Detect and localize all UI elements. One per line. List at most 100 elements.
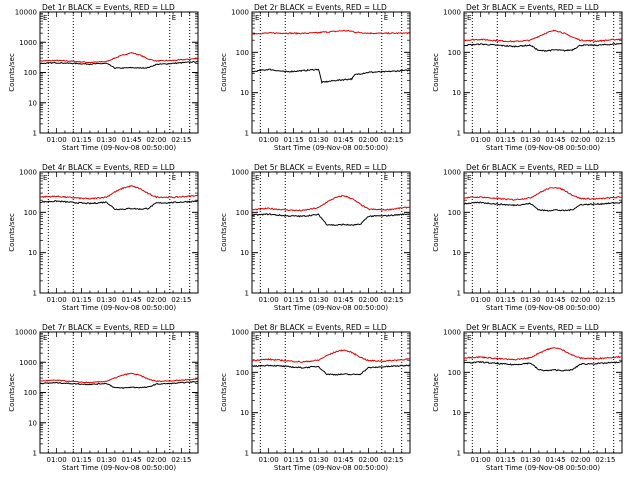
x-tick-label: 01:30 bbox=[520, 456, 540, 464]
x-tick-label: 01:00 bbox=[471, 296, 491, 304]
series-line bbox=[40, 372, 199, 384]
panel-title: Det 4r BLACK = Events, RED = LLD bbox=[42, 163, 175, 172]
panel-title: Det 2r BLACK = Events, RED = LLD bbox=[254, 3, 387, 12]
y-axis-label: Counts/sec bbox=[220, 373, 228, 412]
series-line bbox=[39, 60, 198, 70]
y-tick-label: 1 bbox=[457, 450, 461, 458]
x-tick-label: 01:30 bbox=[520, 136, 540, 144]
x-tick-label: 02:15 bbox=[383, 456, 403, 464]
x-axis-label: Start Time (09-Nov-08 00:50:00) bbox=[62, 304, 176, 312]
x-tick-label: 01:00 bbox=[47, 296, 67, 304]
x-tick-label: 01:00 bbox=[259, 456, 279, 464]
series-line bbox=[39, 380, 198, 390]
x-tick-label: 01:45 bbox=[545, 136, 565, 144]
y-axis-label: Counts/sec bbox=[8, 213, 16, 252]
corner-mark: E bbox=[172, 174, 176, 182]
x-tick-label: 02:15 bbox=[595, 456, 615, 464]
x-tick-label: 01:00 bbox=[259, 296, 279, 304]
y-tick-label: 10000 bbox=[15, 329, 37, 337]
y-tick-label: 100 bbox=[24, 389, 37, 397]
panel-title: Det 7r BLACK = Events, RED = LLD bbox=[42, 323, 175, 332]
x-tick-label: 01:30 bbox=[308, 136, 328, 144]
corner-mark: E bbox=[384, 14, 388, 22]
x-tick-label: 01:45 bbox=[333, 456, 353, 464]
series-line bbox=[39, 52, 199, 64]
x-axis-label: Start Time (09-Nov-08 00:50:00) bbox=[486, 464, 600, 472]
panel-title: Det 9r BLACK = Events, RED = LLD bbox=[466, 323, 599, 332]
x-tick-label: 02:15 bbox=[383, 296, 403, 304]
y-tick-label: 1000 bbox=[231, 169, 249, 177]
series-line bbox=[251, 195, 411, 212]
x-tick-label: 02:00 bbox=[358, 296, 378, 304]
panel-6r: Det 6r BLACK = Events, RED = LLD 1 10 100 10… bbox=[432, 163, 623, 312]
y-tick-label: 10 bbox=[240, 409, 249, 417]
panel-1r: Det 1r BLACK = Events, RED = LLD 1 10 100 10… bbox=[8, 3, 199, 152]
x-tick-label: 02:00 bbox=[146, 296, 166, 304]
y-tick-label: 1 bbox=[245, 450, 249, 458]
x-tick-label: 02:15 bbox=[171, 296, 191, 304]
x-tick-label: 02:00 bbox=[146, 456, 166, 464]
x-axis-label: Start Time (09-Nov-08 00:50:00) bbox=[62, 144, 176, 152]
y-tick-label: 1000 bbox=[443, 169, 461, 177]
series-line bbox=[252, 68, 411, 84]
plot-frame bbox=[251, 171, 411, 294]
x-tick-label: 02:00 bbox=[358, 136, 378, 144]
plot-frame bbox=[463, 171, 623, 294]
x-tick-label: 01:00 bbox=[259, 136, 279, 144]
x-tick-label: 01:15 bbox=[495, 136, 515, 144]
y-tick-label: 10 bbox=[452, 409, 461, 417]
y-tick-label: 100 bbox=[236, 209, 249, 217]
x-tick-label: 02:00 bbox=[570, 456, 590, 464]
y-tick-label: 1000 bbox=[231, 329, 249, 337]
panel-title: Det 5r BLACK = Events, RED = LLD bbox=[254, 163, 387, 172]
y-tick-label: 10 bbox=[452, 249, 461, 257]
x-tick-label: 01:15 bbox=[495, 456, 515, 464]
series-line bbox=[463, 361, 623, 372]
corner-mark: E bbox=[384, 334, 388, 342]
corner-mark: E bbox=[596, 14, 600, 22]
y-tick-label: 100 bbox=[448, 369, 461, 377]
y-tick-label: 10 bbox=[28, 419, 37, 427]
y-tick-label: 1 bbox=[245, 130, 249, 138]
panel-title: Det 3r BLACK = Events, RED = LLD bbox=[466, 3, 599, 12]
panel-4r: Det 4r BLACK = Events, RED = LLD 1 10 100 10… bbox=[8, 163, 199, 312]
x-tick-label: 01:15 bbox=[71, 136, 91, 144]
x-tick-label: 01:45 bbox=[545, 456, 565, 464]
panel-8r: Det 8r BLACK = Events, RED = LLD 1 10 100 10… bbox=[220, 323, 411, 472]
x-tick-label: 01:45 bbox=[333, 296, 353, 304]
corner-mark: E bbox=[172, 14, 176, 22]
panel-title: Det 6r BLACK = Events, RED = LLD bbox=[466, 163, 599, 172]
x-tick-label: 01:00 bbox=[47, 136, 67, 144]
y-tick-label: 1000 bbox=[443, 9, 461, 17]
series-line bbox=[39, 185, 199, 200]
y-tick-label: 1 bbox=[457, 130, 461, 138]
x-tick-label: 01:00 bbox=[47, 456, 67, 464]
x-tick-label: 02:00 bbox=[358, 456, 378, 464]
y-tick-label: 1000 bbox=[19, 39, 37, 47]
x-tick-label: 02:00 bbox=[570, 296, 590, 304]
series-line bbox=[463, 186, 622, 201]
x-tick-label: 02:15 bbox=[383, 136, 403, 144]
y-tick-label: 100 bbox=[448, 49, 461, 57]
x-axis-label: Start Time (09-Nov-08 00:50:00) bbox=[274, 304, 388, 312]
x-tick-label: 01:15 bbox=[71, 456, 91, 464]
x-tick-label: 02:15 bbox=[595, 296, 615, 304]
y-axis-label: Counts/sec bbox=[220, 213, 228, 252]
x-tick-label: 01:30 bbox=[96, 456, 116, 464]
y-tick-label: 10 bbox=[28, 249, 37, 257]
corner-mark: E bbox=[596, 334, 600, 342]
x-tick-label: 01:15 bbox=[283, 456, 303, 464]
x-tick-label: 01:45 bbox=[121, 296, 141, 304]
corner-mark: E bbox=[172, 334, 176, 342]
y-tick-label: 100 bbox=[236, 369, 249, 377]
series-line bbox=[463, 201, 623, 212]
x-tick-label: 01:45 bbox=[121, 456, 141, 464]
y-tick-label: 100 bbox=[236, 49, 249, 57]
x-tick-label: 01:15 bbox=[283, 136, 303, 144]
corner-mark: E bbox=[384, 174, 388, 182]
y-tick-label: 1 bbox=[457, 290, 461, 298]
y-axis-label: Counts/sec bbox=[432, 53, 440, 92]
y-tick-label: 1 bbox=[33, 130, 37, 138]
corner-mark: E bbox=[467, 174, 471, 182]
